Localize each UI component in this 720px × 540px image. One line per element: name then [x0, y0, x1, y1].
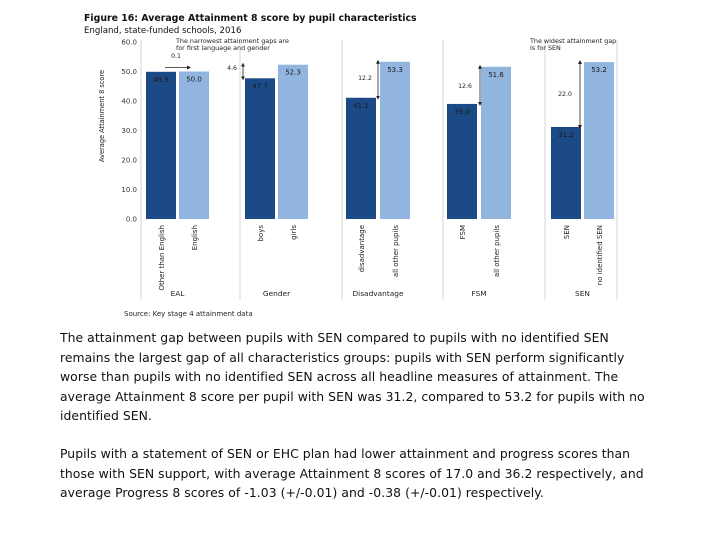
- chart-subtitle: England, state-funded schools, 2016: [84, 26, 241, 36]
- bar: [380, 61, 410, 219]
- bar: [179, 71, 209, 219]
- bar-value-label: 51.6: [488, 71, 504, 79]
- gap-arrows-layer: 0.1 4.6 12.2 12.6 22.0: [165, 53, 582, 129]
- y-tick-label: 40.0: [121, 98, 137, 106]
- bar-value-labels: 49.9 50.0 47.7 52.3 41.1 53.3 39.0 51.6 31.2 53.2: [153, 66, 607, 139]
- category-label: FSM: [459, 225, 467, 239]
- gap-label: 0.1: [171, 53, 181, 60]
- annotation-widest: The widest attainment gap is for SEN: [529, 37, 618, 52]
- category-label: Other than English: [158, 225, 166, 291]
- bar-value-label: 41.1: [353, 102, 369, 110]
- category-label: disadvantage: [358, 225, 366, 272]
- category-labels: Other than English English boys girls disadv…: [158, 225, 604, 291]
- gap-label: 12.6: [458, 83, 472, 90]
- paragraph-sen-gap: The attainment gap between pupils with S…: [60, 330, 645, 423]
- bar-value-label: 53.2: [591, 66, 607, 74]
- bar-value-label: 47.7: [252, 82, 268, 90]
- category-label: English: [191, 225, 199, 250]
- y-tick-label: 0.0: [126, 216, 137, 224]
- chart-title: Figure 16: Average Attainment 8 score by…: [84, 13, 417, 24]
- bar: [278, 64, 308, 219]
- bar-value-label: 31.2: [558, 131, 574, 139]
- y-tick-label: 50.0: [121, 68, 137, 76]
- chart-source: Source: Key stage 4 attainment data: [124, 310, 253, 318]
- category-label: no identified SEN: [596, 225, 604, 285]
- paragraph-sen-statement: Pupils with a statement of SEN or EHC pl…: [60, 446, 644, 500]
- bar: [584, 62, 614, 220]
- bar-value-label: 49.9: [153, 76, 169, 84]
- bar: [447, 103, 477, 219]
- category-label: girls: [290, 225, 298, 240]
- category-separators: [140, 40, 618, 300]
- category-label: SEN: [563, 225, 571, 239]
- group-label: FSM: [471, 289, 486, 298]
- bars-layer: [146, 61, 614, 220]
- group-label: Disadvantage: [352, 289, 404, 298]
- y-tick-label: 30.0: [121, 127, 137, 135]
- group-label: Gender: [263, 289, 291, 298]
- attainment-chart: Figure 16: Average Attainment 8 score by…: [84, 13, 618, 318]
- y-tick-label: 20.0: [121, 157, 137, 165]
- category-label: all other pupils: [493, 225, 501, 277]
- bar: [346, 97, 376, 219]
- y-axis-ticks: 0.0 10.0 20.0 30.0 40.0 50.0 60.0: [121, 39, 137, 224]
- category-label: all other pupils: [392, 225, 400, 277]
- bar-value-label: 50.0: [186, 76, 202, 84]
- group-label: SEN: [575, 289, 590, 298]
- group-labels: EAL Gender Disadvantage FSM SEN: [171, 289, 590, 298]
- gap-label: 4.6: [227, 65, 237, 72]
- y-tick-label: 10.0: [121, 186, 137, 194]
- bar-value-label: 52.3: [285, 69, 301, 77]
- y-tick-label: 60.0: [121, 39, 137, 47]
- bar: [146, 71, 176, 219]
- bar: [245, 78, 275, 219]
- group-label: EAL: [171, 289, 186, 298]
- gap-label: 12.2: [358, 75, 372, 82]
- gap-label: 22.0: [558, 91, 572, 98]
- annotation-narrowest: The narrowest attainment gaps are for fi…: [175, 37, 291, 52]
- bar: [481, 66, 511, 219]
- category-label: boys: [257, 225, 265, 242]
- bar-value-label: 53.3: [387, 66, 403, 74]
- y-axis-label: Average Attainment 8 score: [98, 70, 106, 162]
- bar: [551, 126, 581, 219]
- bar-value-label: 39.0: [454, 108, 470, 116]
